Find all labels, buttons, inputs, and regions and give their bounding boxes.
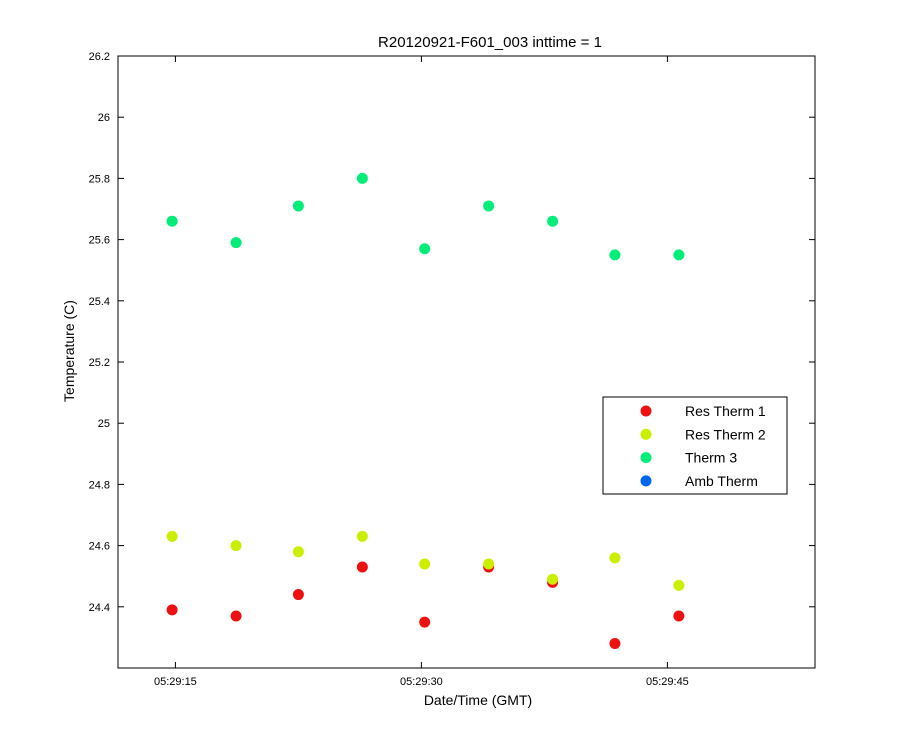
data-point-series-0 [356,561,368,573]
data-point-series-2 [230,237,242,249]
data-point-series-0 [230,610,242,622]
legend-entry-label: Res Therm 2 [685,426,766,442]
data-point-series-0 [166,604,178,616]
x-axis-ticks: 05:29:15 05:29:30 05:29:45 [154,56,689,688]
data-point-series-2 [483,200,495,212]
y-tick-label: 25.2 [89,357,110,369]
legend: Res Therm 1 Res Therm 2 Therm 3 Amb Therm [602,396,788,495]
data-point-series-1 [230,540,242,552]
data-point-series-2 [292,200,304,212]
data-point-series-0 [292,589,304,601]
y-tick-label: 24.4 [89,602,110,614]
y-tick-label: 25.8 [89,173,110,185]
legend-marker [640,428,652,440]
data-point-series-1 [673,579,685,591]
data-point-series-1 [419,558,431,570]
y-tick-label: 25.6 [89,235,110,247]
legend-marker [640,452,652,464]
data-point-series-2 [419,243,431,255]
y-tick-label: 24.6 [89,541,110,553]
data-point-series-1 [547,573,559,585]
y-axis-ticks: 24.4 24.6 24.8 25 25.2 25.4 25.6 25.8 26 26.2 [89,51,815,614]
x-tick-label: 05:29:30 [400,676,443,688]
plot-area [117,55,816,669]
y-axis-label: Temperature (C) [61,300,77,402]
data-point-series-2 [673,249,685,261]
legend-entry-label: Res Therm 1 [685,403,766,419]
chart-title: R20120921-F601_003 inttime = 1 [378,34,602,51]
data-point-series-2 [609,249,621,261]
data-point-series-0 [609,638,621,650]
data-point-series-1 [356,530,368,542]
data-points [166,172,685,650]
legend-entry-label: Therm 3 [685,450,737,466]
y-tick-label: 24.8 [89,479,110,491]
legend-marker [640,405,652,417]
legend-box [602,396,788,495]
data-point-series-0 [419,616,431,628]
data-point-series-1 [609,552,621,564]
x-tick-label: 05:29:45 [646,676,689,688]
data-point-series-1 [292,546,304,558]
y-tick-label: 25.4 [89,296,110,308]
legend-marker [640,475,652,487]
data-point-series-2 [547,215,559,227]
y-tick-label: 26.2 [89,51,110,63]
legend-entry-label: Amb Therm [685,473,758,489]
data-point-series-1 [166,530,178,542]
data-point-series-2 [166,215,178,227]
y-tick-label: 25 [98,418,110,430]
data-point-series-0 [673,610,685,622]
data-point-series-1 [483,558,495,570]
data-point-series-2 [356,172,368,184]
y-tick-label: 26 [98,112,110,124]
x-tick-label: 05:29:15 [154,676,197,688]
x-axis-label: Date/Time (GMT) [424,692,532,708]
